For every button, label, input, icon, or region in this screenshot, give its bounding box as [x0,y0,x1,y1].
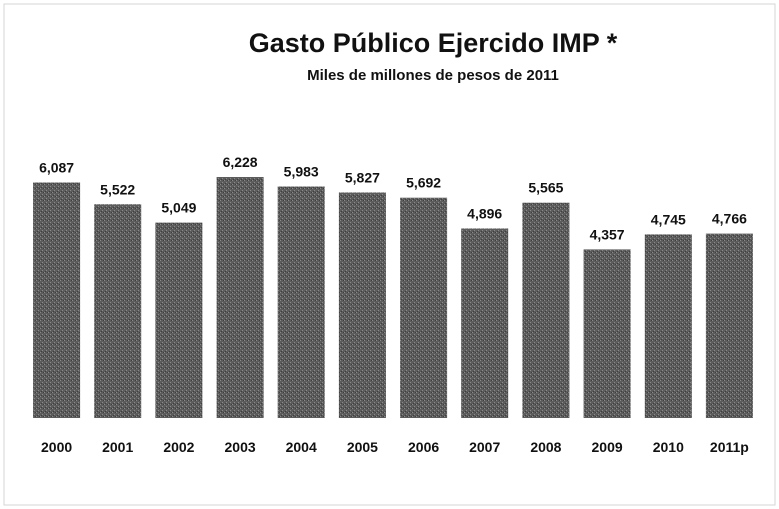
x-tick-2005: 2005 [347,439,378,455]
data-label-2009: 4,357 [590,226,625,242]
bar-2005 [338,192,386,418]
data-label-2008: 5,565 [528,180,563,196]
data-label-2000: 6,087 [39,160,74,176]
data-label-2005: 5,827 [345,170,380,186]
data-label-2011p: 4,766 [712,211,747,227]
x-tick-2008: 2008 [530,439,561,455]
x-axis-tick-labels: 2000 2001 2002 2003 2004 2005 2006 2007 2008 2009… [41,439,749,455]
data-label-2004: 5,983 [284,164,319,180]
x-tick-2000: 2000 [41,439,72,455]
data-label-2001: 5,522 [100,181,135,197]
data-label-2006: 5,692 [406,175,441,191]
x-tick-2006: 2006 [408,439,439,455]
bar-2009 [583,249,631,418]
bar-2004 [277,186,325,418]
bar-2006 [400,197,448,418]
data-label-2010: 4,745 [651,211,686,227]
x-tick-2001: 2001 [102,439,133,455]
x-tick-2003: 2003 [225,439,256,455]
chart-frame [3,3,776,506]
bar-2008 [522,202,570,418]
x-tick-2011p: 2011p [710,439,749,455]
bar-2002 [155,222,203,418]
bar-2003 [216,177,264,418]
bar-2010 [644,234,692,418]
data-label-2003: 6,228 [223,154,258,170]
chart-subtitle: Miles de millones de pesos de 2011 [307,67,559,84]
x-tick-2002: 2002 [163,439,194,455]
bar-2007 [461,228,509,418]
x-tick-2007: 2007 [469,439,500,455]
data-labels: 6,087 5,522 5,049 6,228 5,983 5,827 5,692 4,896… [39,154,747,242]
data-label-2002: 5,049 [161,200,196,216]
bar-2000 [33,182,81,418]
bar-2001 [94,204,142,418]
x-tick-2009: 2009 [592,439,623,455]
bar-2011p [705,233,753,418]
chart-title: Gasto Público Ejercido IMP * [249,28,618,58]
data-label-2007: 4,896 [467,206,502,222]
bar-series [33,177,753,418]
x-tick-2004: 2004 [286,439,317,455]
x-tick-2010: 2010 [653,439,684,455]
